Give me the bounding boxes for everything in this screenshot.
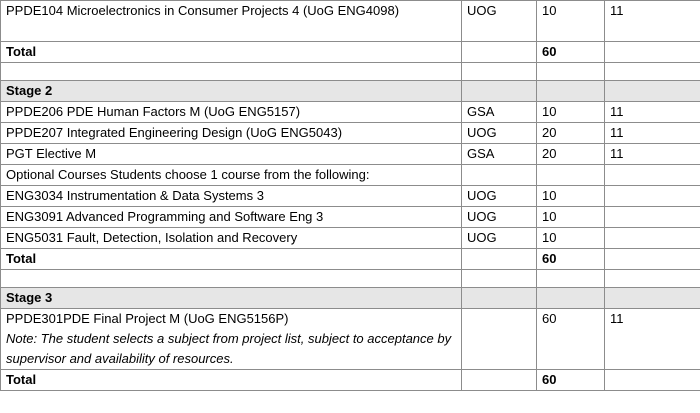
stage-header-row: Stage 3 [0,287,700,309]
empty-cell [604,62,700,81]
empty-cell [604,369,700,391]
stage-header-row: Stage 2 [0,80,700,102]
table-row: PPDE207 Integrated Engineering Design (U… [0,122,700,144]
empty-cell [461,41,537,63]
table-row: PGT Elective M GSA 20 11 [0,143,700,165]
total-row: Total 60 [0,369,700,391]
course-name-cell: ENG5031 Fault, Detection, Isolation and … [0,227,462,249]
stage-heading: Stage 3 [0,287,462,309]
empty-cell [461,80,537,102]
empty-cell [461,62,537,81]
course-name-cell: ENG3034 Instrumentation & Data Systems 3 [0,185,462,207]
table-row: ENG3034 Instrumentation & Data Systems 3… [0,185,700,207]
empty-cell [0,62,462,81]
course-name-cell: PGT Elective M [0,143,462,165]
course-note: Note: The student selects a subject from… [6,331,452,366]
table-row: ENG5031 Fault, Detection, Isolation and … [0,227,700,249]
level-cell: 11 [604,122,700,144]
total-label: Total [0,41,462,63]
course-name-cell: PPDE104 Microelectronics in Consumer Pro… [0,0,462,42]
empty-cell [604,80,700,102]
credits-cell: 10 [536,227,605,249]
credits-cell: 20 [536,143,605,165]
school-cell: GSA [461,101,537,123]
credits-cell: 10 [536,101,605,123]
empty-cell [604,41,700,63]
table-row: PPDE301PDE Final Project M (UoG ENG5156P… [0,308,700,370]
school-cell: UOG [461,0,537,42]
spacer-row [0,62,700,81]
table-row: Optional Courses Students choose 1 cours… [0,164,700,186]
school-cell: UOG [461,122,537,144]
total-credits: 60 [536,369,605,391]
table-row: PPDE104 Microelectronics in Consumer Pro… [0,0,700,42]
empty-cell [536,269,605,288]
empty-cell [536,287,605,309]
course-name-cell: PPDE207 Integrated Engineering Design (U… [0,122,462,144]
credits-cell: 60 [536,308,605,370]
level-cell: 11 [604,308,700,370]
empty-cell [0,269,462,288]
course-title: PPDE301PDE Final Project M (UoG ENG5156P… [6,311,289,326]
empty-cell [604,287,700,309]
level-cell: 11 [604,0,700,42]
table-row: ENG3091 Advanced Programming and Softwar… [0,206,700,228]
empty-cell [604,248,700,270]
course-name-cell: PPDE206 PDE Human Factors M (UoG ENG5157… [0,101,462,123]
empty-cell [461,308,537,370]
spacer-row [0,269,700,288]
empty-cell [461,287,537,309]
total-credits: 60 [536,41,605,63]
school-cell: UOG [461,185,537,207]
course-name-cell: ENG3091 Advanced Programming and Softwar… [0,206,462,228]
empty-cell [536,164,605,186]
table-row: PPDE206 PDE Human Factors M (UoG ENG5157… [0,101,700,123]
empty-cell [536,80,605,102]
empty-cell [461,164,537,186]
empty-cell [604,269,700,288]
empty-cell [461,369,537,391]
level-cell: 11 [604,101,700,123]
stage-heading: Stage 2 [0,80,462,102]
credits-cell: 10 [536,206,605,228]
empty-cell [604,206,700,228]
empty-cell [604,227,700,249]
total-label: Total [0,369,462,391]
total-label: Total [0,248,462,270]
empty-cell [604,164,700,186]
total-row: Total 60 [0,248,700,270]
course-name-cell: Optional Courses Students choose 1 cours… [0,164,462,186]
credits-cell: 20 [536,122,605,144]
level-cell: 11 [604,143,700,165]
school-cell: GSA [461,143,537,165]
total-row: Total 60 [0,41,700,63]
empty-cell [604,185,700,207]
empty-cell [461,248,537,270]
credits-cell: 10 [536,0,605,42]
credits-cell: 10 [536,185,605,207]
empty-cell [461,269,537,288]
school-cell: UOG [461,206,537,228]
total-credits: 60 [536,248,605,270]
course-name-cell: PPDE301PDE Final Project M (UoG ENG5156P… [0,308,462,370]
course-structure-table: PPDE104 Microelectronics in Consumer Pro… [0,0,700,391]
empty-cell [536,62,605,81]
school-cell: UOG [461,227,537,249]
